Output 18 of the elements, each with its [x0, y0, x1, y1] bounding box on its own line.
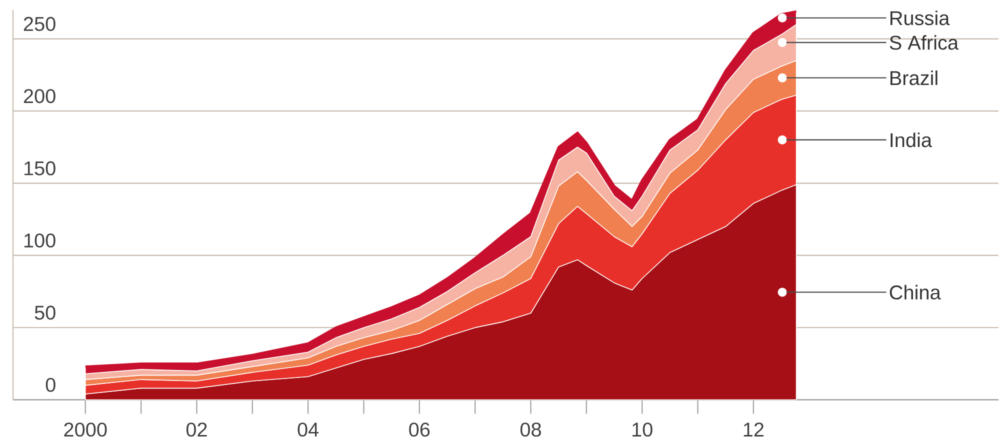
y-tick-label: 150 — [24, 161, 56, 176]
text: Brazil — [890, 70, 938, 85]
x-tick-label: 06 — [409, 422, 430, 437]
x-tick-label: 02 — [186, 422, 207, 437]
x-tick-label: 04 — [298, 422, 319, 437]
text: India — [890, 132, 932, 148]
text: China — [890, 284, 941, 300]
y-tick-label: 50 — [34, 305, 56, 320]
x-tick-label: 2000 — [64, 422, 107, 437]
y-tick-label: 250 — [24, 16, 56, 31]
y-tick-label: 200 — [24, 88, 56, 104]
y-tick-label: 0 — [46, 378, 56, 392]
x-tick-label: 10 — [632, 422, 652, 437]
text: Russia — [890, 10, 950, 26]
text: S Africa — [890, 35, 959, 50]
y-tick-label: 100 — [24, 233, 56, 248]
x-tick-label: 08 — [520, 422, 541, 437]
x-tick-label: 12 — [744, 422, 764, 436]
